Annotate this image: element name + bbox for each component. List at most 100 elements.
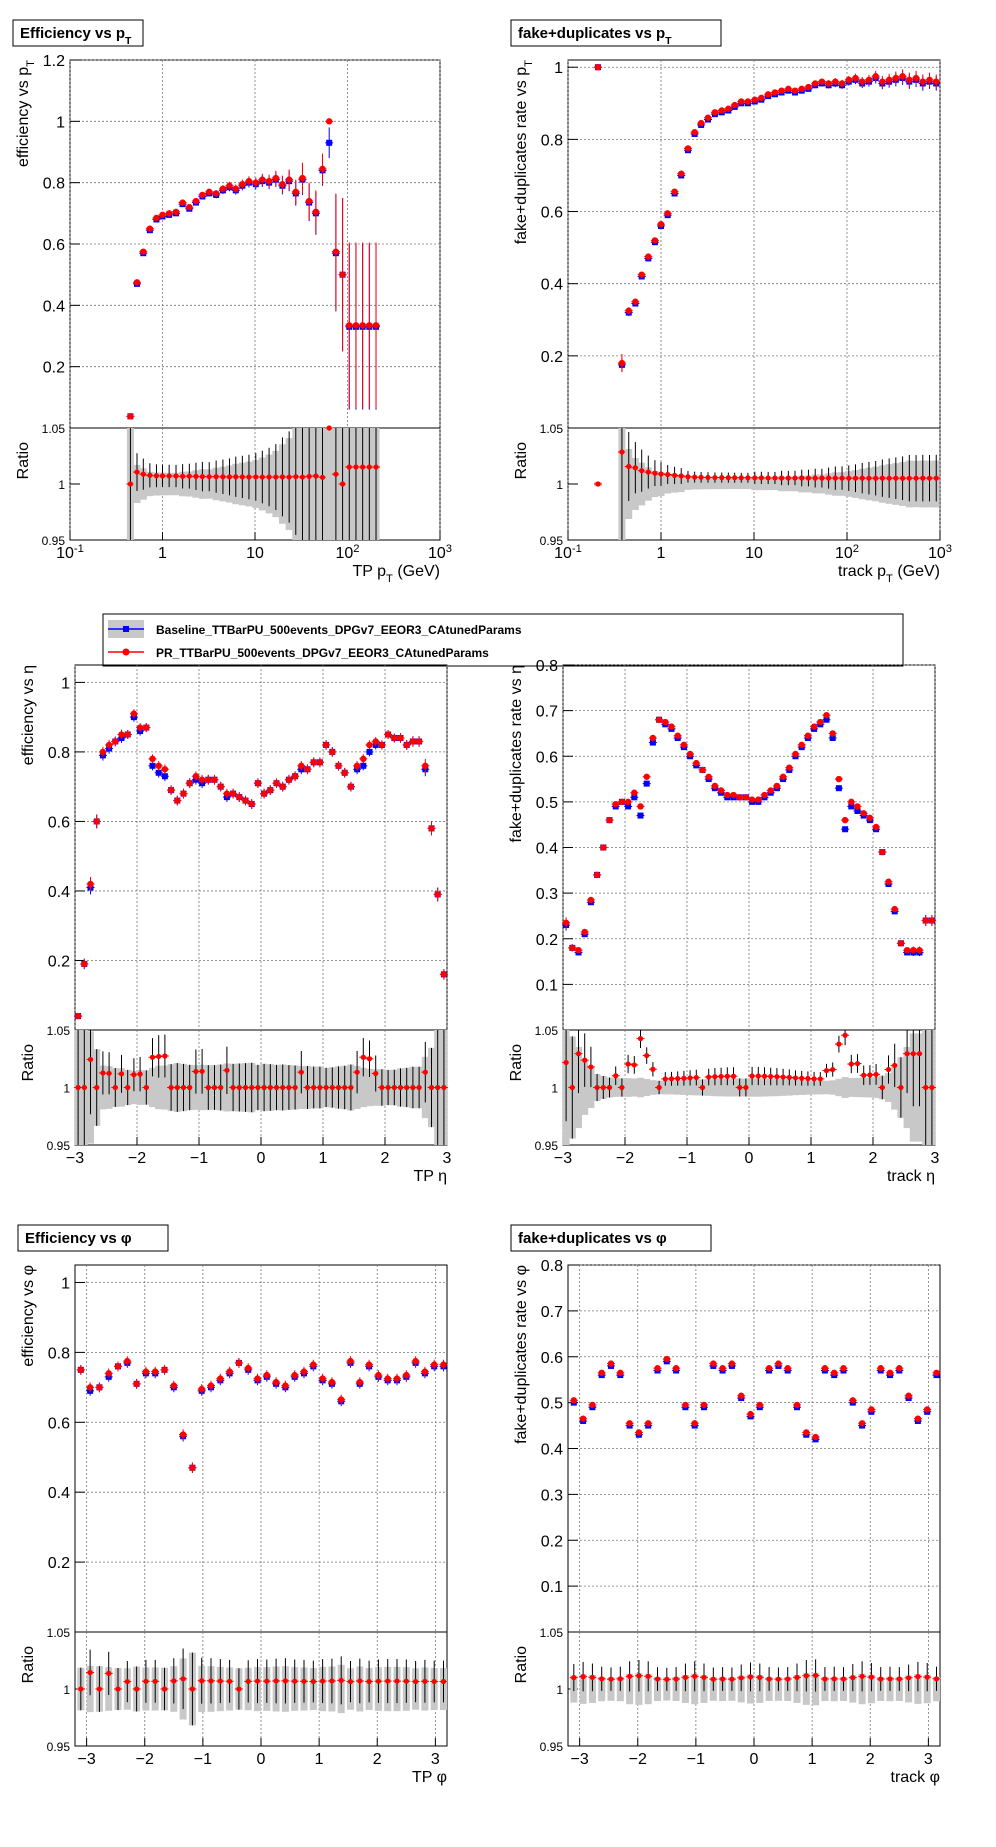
pr-point: [155, 762, 162, 770]
ratio-point: [636, 1673, 642, 1679]
y-tick-label: 0.7: [541, 1304, 563, 1321]
ratio-point: [626, 463, 632, 470]
ratio-point: [217, 1678, 223, 1684]
legend-pr-marker: [122, 648, 130, 656]
x-tick-label: −2: [616, 1150, 634, 1167]
ratio-point: [681, 1075, 687, 1081]
ratio-point: [187, 1084, 193, 1091]
ratio-band-bin: [325, 428, 333, 540]
pr-point: [96, 1384, 103, 1391]
ratio-point: [589, 1674, 596, 1680]
pr-point: [180, 790, 187, 797]
y-axis-title: efficiency vs pT: [15, 60, 37, 167]
baseline-point: [643, 780, 650, 787]
pr-point: [384, 1375, 391, 1382]
ratio-point: [254, 1678, 261, 1684]
ratio-point: [375, 1678, 382, 1684]
y-tick-label: 0.8: [48, 1345, 70, 1362]
ratio-y-tick-label: 1: [556, 478, 563, 492]
ratio-band-bin: [359, 1067, 367, 1108]
pr-point: [133, 1380, 140, 1388]
pr-point: [587, 896, 595, 904]
pr-point: [133, 279, 141, 286]
ratio-band-bin: [810, 1080, 818, 1095]
ratio-point: [189, 1686, 196, 1692]
ratio-point: [799, 475, 805, 481]
pr-point: [838, 80, 846, 87]
ratio-band-bin: [829, 1080, 837, 1095]
ratio-point: [692, 1673, 698, 1679]
pr-point: [823, 711, 830, 719]
chart-title: Efficiency vs φ: [25, 1230, 132, 1247]
pr-point: [265, 177, 273, 185]
pr-point: [671, 188, 678, 195]
ratio-point: [599, 1676, 605, 1682]
ratio-point: [360, 1054, 366, 1060]
ratio-point: [230, 1084, 236, 1091]
pr-point: [167, 786, 175, 794]
ratio-point: [645, 1673, 651, 1679]
ratio-point: [639, 468, 645, 474]
ratio-point: [823, 1067, 830, 1074]
ratio-point: [859, 1673, 865, 1679]
pr-point: [848, 798, 855, 806]
ratio-point: [391, 1084, 397, 1091]
ratio-point: [292, 1084, 298, 1091]
ratio-point: [848, 1061, 854, 1067]
ratio-point: [366, 1056, 373, 1062]
x-tick-label: −1: [687, 1751, 705, 1768]
pr-point: [569, 944, 576, 952]
pr-point: [654, 1365, 661, 1372]
y-tick-label: 0.4: [48, 1485, 70, 1502]
ratio-point: [153, 473, 160, 479]
ratio-band-bin: [779, 1079, 787, 1096]
y-axis-title: fake+duplicates rate vs η: [508, 665, 525, 842]
main-plot-frame: [74, 664, 448, 1031]
ratio-point: [658, 471, 664, 477]
ratio-point: [758, 475, 764, 481]
ratio-point: [885, 1066, 892, 1073]
pr-point: [682, 1401, 689, 1409]
ratio-band-bin: [581, 1060, 589, 1115]
legend: Baseline_TTBarPU_500events_DPGv7_EEOR3_C…: [102, 613, 904, 667]
pr-point: [803, 1429, 810, 1436]
ratio-point: [706, 1074, 712, 1080]
ratio-y-tick-label: 1.05: [47, 1024, 71, 1038]
ratio-point: [656, 1084, 662, 1091]
pr-point: [905, 1392, 912, 1399]
ratio-band-bin: [885, 1073, 892, 1102]
ratio-point: [831, 1676, 837, 1682]
pr-point: [372, 322, 380, 329]
baseline-point: [848, 803, 855, 810]
ratio-band-bin: [587, 1066, 595, 1109]
pr-point: [697, 119, 705, 127]
pr-point: [631, 789, 638, 796]
pr-point: [678, 170, 685, 177]
pr-point: [189, 1464, 196, 1471]
ratio-point: [631, 1062, 637, 1068]
ratio-axis-title: Ratio: [20, 1646, 37, 1683]
x-tick-label: 1: [158, 545, 167, 562]
ratio-point: [582, 1057, 588, 1063]
pr-point: [645, 1420, 652, 1427]
pr-point: [341, 769, 348, 776]
pr-point: [575, 946, 582, 954]
pr-point: [375, 1371, 382, 1379]
pr-point: [704, 114, 712, 121]
pr-point: [579, 1415, 587, 1422]
pr-point: [651, 237, 659, 244]
ratio-point: [675, 1075, 681, 1082]
ratio-point: [915, 1674, 921, 1680]
ratio-band-bin: [711, 1078, 719, 1097]
chart-panel-3: −3 −2 −1 0 1 2 3 0.2 0.4 0.6 0.8 1 0.95 1 1.05 TP η effi…: [20, 664, 452, 1185]
pr-point: [440, 971, 448, 978]
y-tick-label: 0.8: [43, 176, 65, 193]
ratio-band-bin: [847, 1078, 855, 1097]
pr-point: [892, 74, 900, 82]
ratio-band-bin: [773, 1078, 781, 1097]
ratio-point: [803, 1673, 809, 1679]
ratio-point: [226, 474, 233, 480]
pr-point: [868, 1406, 875, 1413]
pr-point: [879, 848, 886, 856]
